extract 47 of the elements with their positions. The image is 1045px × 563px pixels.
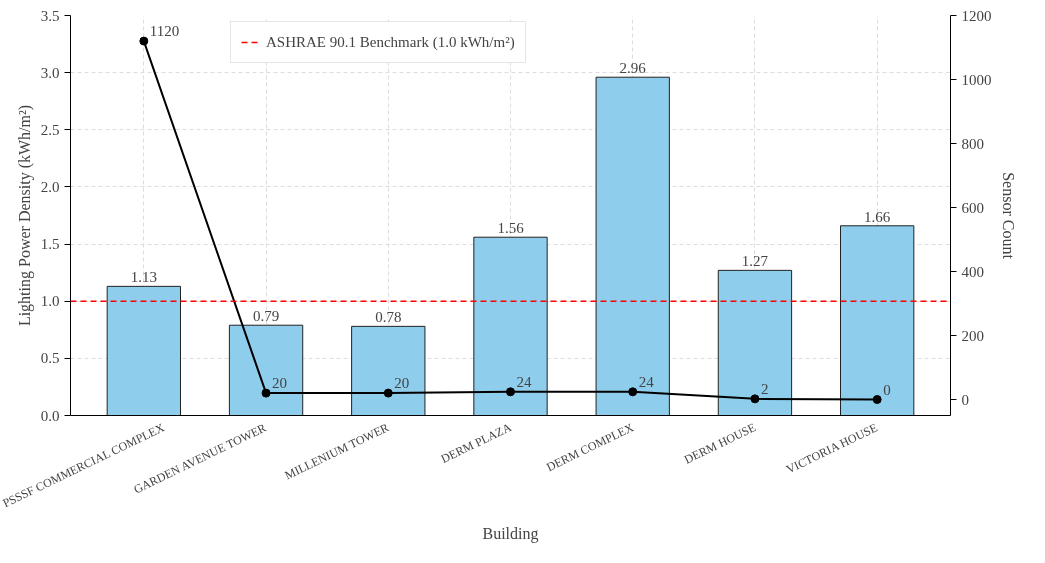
y2-tick-label: 200 <box>961 327 984 344</box>
y-tick-label: 1.5 <box>40 236 60 253</box>
data-label: 1.27 <box>741 253 769 270</box>
bar <box>351 325 426 416</box>
point <box>872 395 882 404</box>
point <box>261 388 271 398</box>
data-label: 0 <box>883 381 891 398</box>
data-label: 1.66 <box>864 208 891 225</box>
data-label: 0.79 <box>252 308 280 325</box>
y-tick-label: 0.0 <box>40 407 60 424</box>
y2-tick-label: 1000 <box>961 71 992 88</box>
data-label: 1.13 <box>130 269 157 286</box>
bar <box>473 236 548 416</box>
y2-tick-label: 800 <box>961 135 984 152</box>
y2-tick-label: 400 <box>961 263 984 280</box>
point <box>383 388 393 398</box>
legend-label: ASHRAE 90.1 Benchmark (1.0 kWh/m²) <box>266 33 515 51</box>
data-label: 2 <box>760 380 769 397</box>
bar <box>595 76 670 416</box>
point <box>750 394 760 404</box>
data-label: 20 <box>394 375 410 392</box>
y-tick-label: 0.5 <box>40 350 60 367</box>
point <box>139 36 149 46</box>
y2-tick-label: 600 <box>961 199 984 216</box>
point <box>506 387 515 397</box>
bar <box>840 225 915 416</box>
data-label: 1120 <box>149 23 180 40</box>
y-tick-label: 2.0 <box>40 178 60 195</box>
y2-axis-title: Sensor Count <box>999 172 1017 260</box>
data-label: 0.78 <box>375 309 402 326</box>
data-label: 20 <box>272 375 288 392</box>
data-label: 2.96 <box>619 60 647 77</box>
y2-tick-label: 0 <box>961 391 969 408</box>
y-tick-label: 2.5 <box>40 121 60 138</box>
bar <box>717 269 793 416</box>
y-axis-title: Lighting Power Density (kWh/m²) <box>15 104 34 327</box>
data-label: 1.56 <box>497 220 525 237</box>
bar <box>106 285 181 416</box>
y-tick-label: 3.5 <box>40 7 60 24</box>
y-tick-label: 1.0 <box>40 293 60 310</box>
data-label: 24 <box>516 373 532 390</box>
data-label: 24 <box>638 373 655 390</box>
x-axis-title: Building <box>482 524 539 543</box>
y-tick-label: 3.0 <box>40 64 60 81</box>
y2-tick-label: 1200 <box>961 7 992 24</box>
bar <box>228 324 304 416</box>
point <box>628 387 638 397</box>
